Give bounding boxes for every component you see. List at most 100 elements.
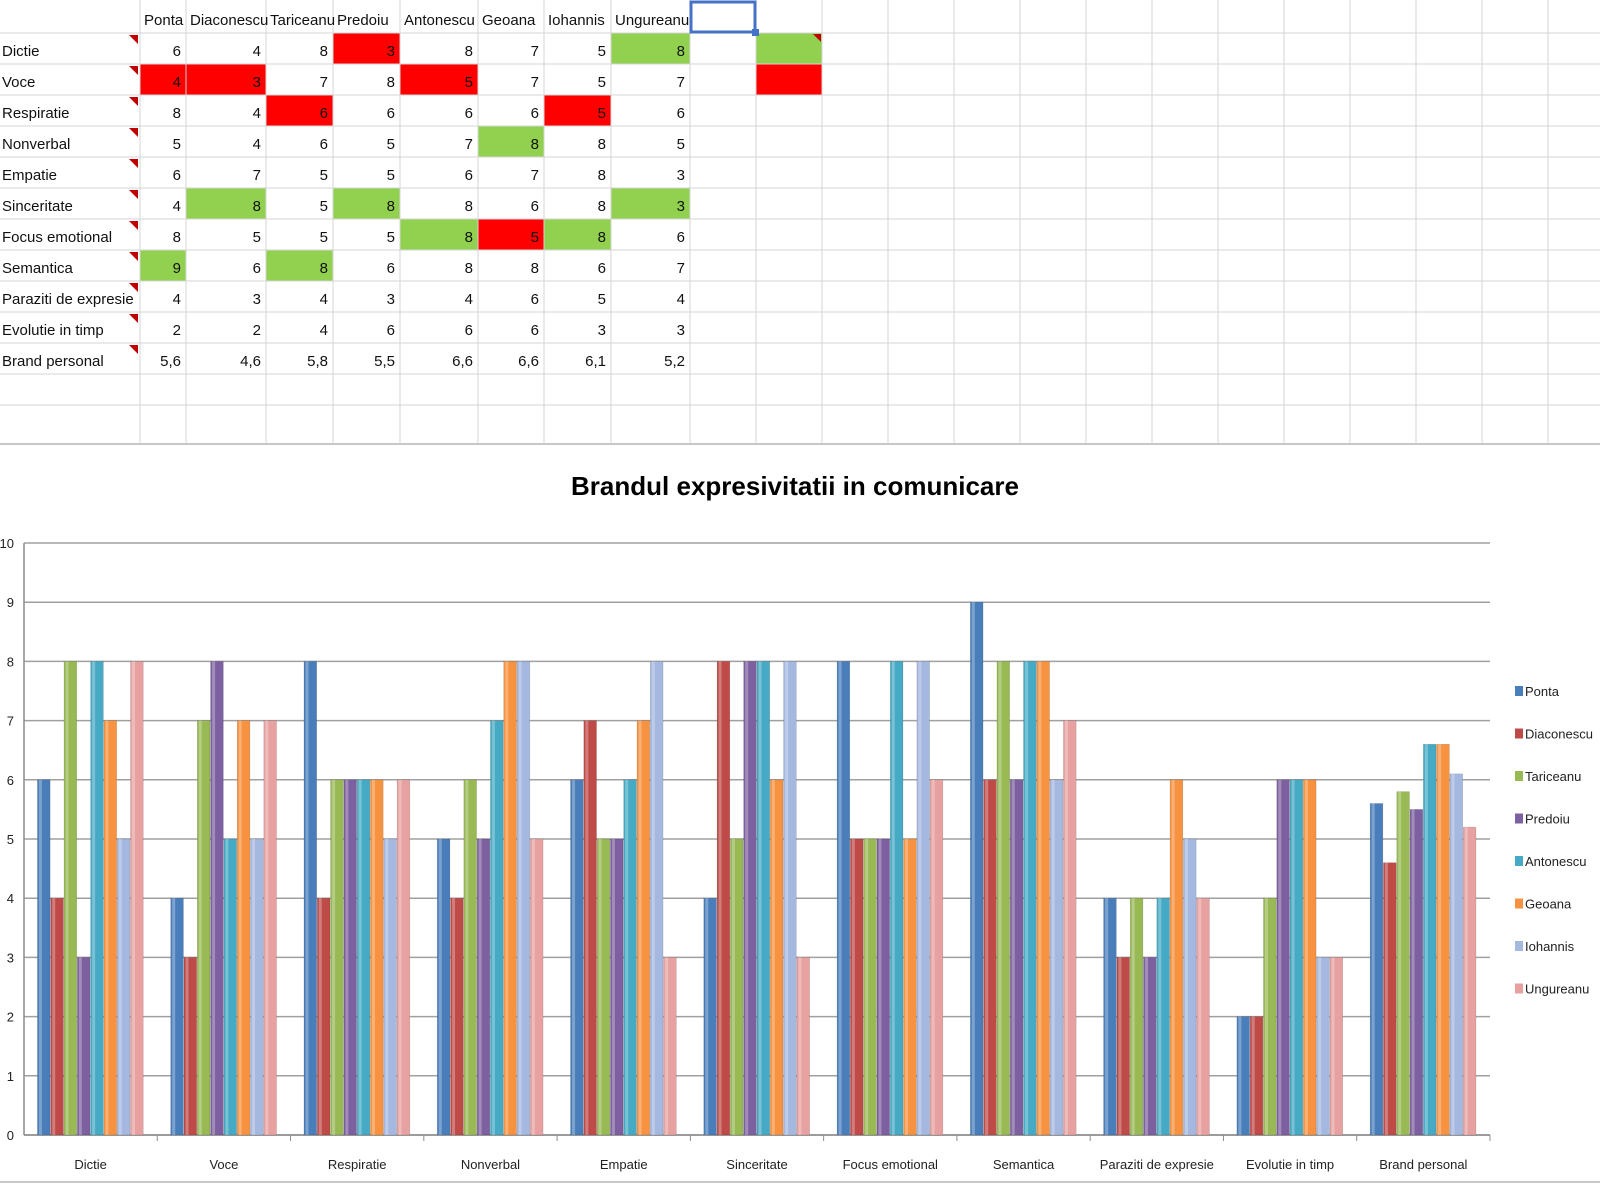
data-cell-value[interactable]: 5: [320, 229, 328, 246]
legend-label[interactable]: Ponta: [1525, 684, 1560, 699]
bar-iohannis-dictie[interactable]: [116, 838, 131, 1136]
bar-ungureanu-voce[interactable]: [263, 720, 277, 1136]
column-header[interactable]: Diaconescu: [190, 12, 268, 29]
bar-geoana-dictie[interactable]: [103, 720, 117, 1136]
data-cell-value[interactable]: 5: [598, 43, 606, 60]
data-cell-value[interactable]: 5: [320, 167, 328, 184]
data-cell-value[interactable]: 6: [320, 136, 328, 153]
bar-ponta-respiratie[interactable]: [303, 661, 317, 1136]
data-cell-value[interactable]: 6,1: [585, 353, 606, 370]
bar-ungureanu-dictie[interactable]: [130, 661, 144, 1136]
data-cell-value[interactable]: 4: [320, 322, 328, 339]
data-cell-value[interactable]: 4: [173, 291, 181, 308]
bar-ponta-sinceritate[interactable]: [703, 897, 717, 1136]
highlighted-cell[interactable]: [478, 219, 544, 250]
bar-geoana-paraziti-de-expresie[interactable]: [1169, 779, 1184, 1136]
data-cell-value[interactable]: 7: [465, 136, 473, 153]
data-cell-value[interactable]: 7: [253, 167, 261, 184]
data-cell-value[interactable]: 8: [598, 229, 606, 246]
bar-ponta-empatie[interactable]: [570, 779, 584, 1136]
data-cell-value[interactable]: 4,6: [240, 353, 261, 370]
data-cell-value[interactable]: 6: [465, 105, 473, 122]
bar-predoiu-respiratie[interactable]: [343, 779, 357, 1136]
bar-diaconescu-paraziti-de-expresie[interactable]: [1116, 957, 1130, 1136]
bar-antonescu-voce[interactable]: [223, 838, 237, 1136]
data-cell-value[interactable]: 8: [320, 43, 328, 60]
data-cell-value[interactable]: 4: [253, 136, 261, 153]
data-cell-value[interactable]: 6: [173, 43, 181, 60]
data-cell-value[interactable]: 4: [173, 198, 181, 215]
bar-ungureanu-evolutie-in-timp[interactable]: [1329, 957, 1343, 1136]
bar-ungureanu-sinceritate[interactable]: [796, 957, 810, 1136]
bar-diaconescu-focus-emotional[interactable]: [850, 838, 864, 1136]
highlighted-cell[interactable]: [478, 126, 544, 157]
row-label[interactable]: Focus emotional: [2, 229, 112, 246]
data-cell-value[interactable]: 3: [677, 167, 685, 184]
bar-ponta-voce[interactable]: [170, 897, 184, 1136]
data-cell-value[interactable]: 8: [598, 167, 606, 184]
bar-tariceanu-evolutie-in-timp[interactable]: [1263, 897, 1277, 1136]
legend-label[interactable]: Geoana: [1525, 897, 1572, 912]
bar-ungureanu-respiratie[interactable]: [396, 779, 411, 1136]
bar-predoiu-semantica[interactable]: [1009, 779, 1024, 1136]
data-cell-value[interactable]: 3: [387, 291, 395, 308]
data-cell-value[interactable]: 2: [173, 322, 181, 339]
data-cell-value[interactable]: 3: [253, 291, 261, 308]
data-cell-value[interactable]: 6: [387, 322, 395, 339]
column-header[interactable]: Tariceanu: [270, 12, 335, 29]
bar-geoana-nonverbal[interactable]: [503, 661, 517, 1136]
legend-label[interactable]: Diaconescu: [1525, 727, 1593, 742]
data-cell-value[interactable]: 5: [598, 291, 606, 308]
data-cell-value[interactable]: 3: [253, 74, 261, 91]
row-label[interactable]: Brand personal: [2, 353, 104, 370]
bar-ponta-paraziti-de-expresie[interactable]: [1103, 897, 1117, 1136]
bar-predoiu-dictie[interactable]: [77, 957, 91, 1136]
bar-iohannis-focus-emotional[interactable]: [916, 661, 930, 1136]
highlighted-cell[interactable]: [544, 95, 611, 126]
bar-ponta-focus-emotional[interactable]: [836, 661, 851, 1136]
data-cell-value[interactable]: 7: [677, 260, 685, 277]
bar-tariceanu-voce[interactable]: [197, 720, 211, 1136]
bar-diaconescu-evolutie-in-timp[interactable]: [1249, 1016, 1264, 1136]
data-cell-value[interactable]: 6: [531, 291, 539, 308]
bar-geoana-focus-emotional[interactable]: [903, 838, 917, 1136]
data-cell-value[interactable]: 8: [173, 229, 181, 246]
legend-label[interactable]: Ungureanu: [1525, 982, 1589, 997]
data-cell-value[interactable]: 5: [320, 198, 328, 215]
data-cell-value[interactable]: 4: [253, 43, 261, 60]
data-cell-value[interactable]: 5: [173, 136, 181, 153]
data-cell-value[interactable]: 5: [387, 229, 395, 246]
data-cell-value[interactable]: 5,2: [664, 353, 685, 370]
data-cell-value[interactable]: 4: [173, 74, 181, 91]
data-cell-value[interactable]: 6: [387, 105, 395, 122]
bar-diaconescu-nonverbal[interactable]: [450, 897, 464, 1136]
bar-tariceanu-empatie[interactable]: [596, 838, 611, 1136]
data-cell-value[interactable]: 6: [387, 260, 395, 277]
data-cell-value[interactable]: 8: [465, 229, 473, 246]
data-cell-value[interactable]: 6: [531, 198, 539, 215]
data-cell-value[interactable]: 5: [531, 229, 539, 246]
bar-geoana-respiratie[interactable]: [370, 779, 384, 1136]
bar-diaconescu-brand-personal[interactable]: [1383, 862, 1397, 1136]
row-label[interactable]: Paraziti de expresie: [2, 291, 134, 308]
bar-iohannis-semantica[interactable]: [1049, 779, 1064, 1136]
bar-antonescu-paraziti-de-expresie[interactable]: [1156, 897, 1170, 1136]
bar-ponta-brand-personal[interactable]: [1369, 803, 1384, 1136]
bar-tariceanu-paraziti-de-expresie[interactable]: [1129, 897, 1144, 1136]
bar-antonescu-respiratie[interactable]: [356, 779, 371, 1136]
legend-label[interactable]: Iohannis: [1525, 939, 1575, 954]
column-header[interactable]: Ungureanu: [615, 12, 689, 29]
color-legend-swatch[interactable]: [756, 33, 822, 64]
highlighted-cell[interactable]: [611, 33, 690, 64]
data-cell-value[interactable]: 6: [531, 105, 539, 122]
bar-iohannis-evolutie-in-timp[interactable]: [1316, 957, 1330, 1136]
column-header[interactable]: Antonescu: [404, 12, 475, 29]
bar-iohannis-respiratie[interactable]: [383, 838, 397, 1136]
bar-predoiu-evolutie-in-timp[interactable]: [1276, 779, 1290, 1136]
highlighted-cell[interactable]: [266, 250, 333, 281]
bar-antonescu-focus-emotional[interactable]: [889, 661, 904, 1136]
data-cell-value[interactable]: 6: [531, 322, 539, 339]
data-cell-value[interactable]: 6: [677, 105, 685, 122]
data-cell-value[interactable]: 8: [598, 198, 606, 215]
bar-iohannis-empatie[interactable]: [650, 661, 664, 1136]
